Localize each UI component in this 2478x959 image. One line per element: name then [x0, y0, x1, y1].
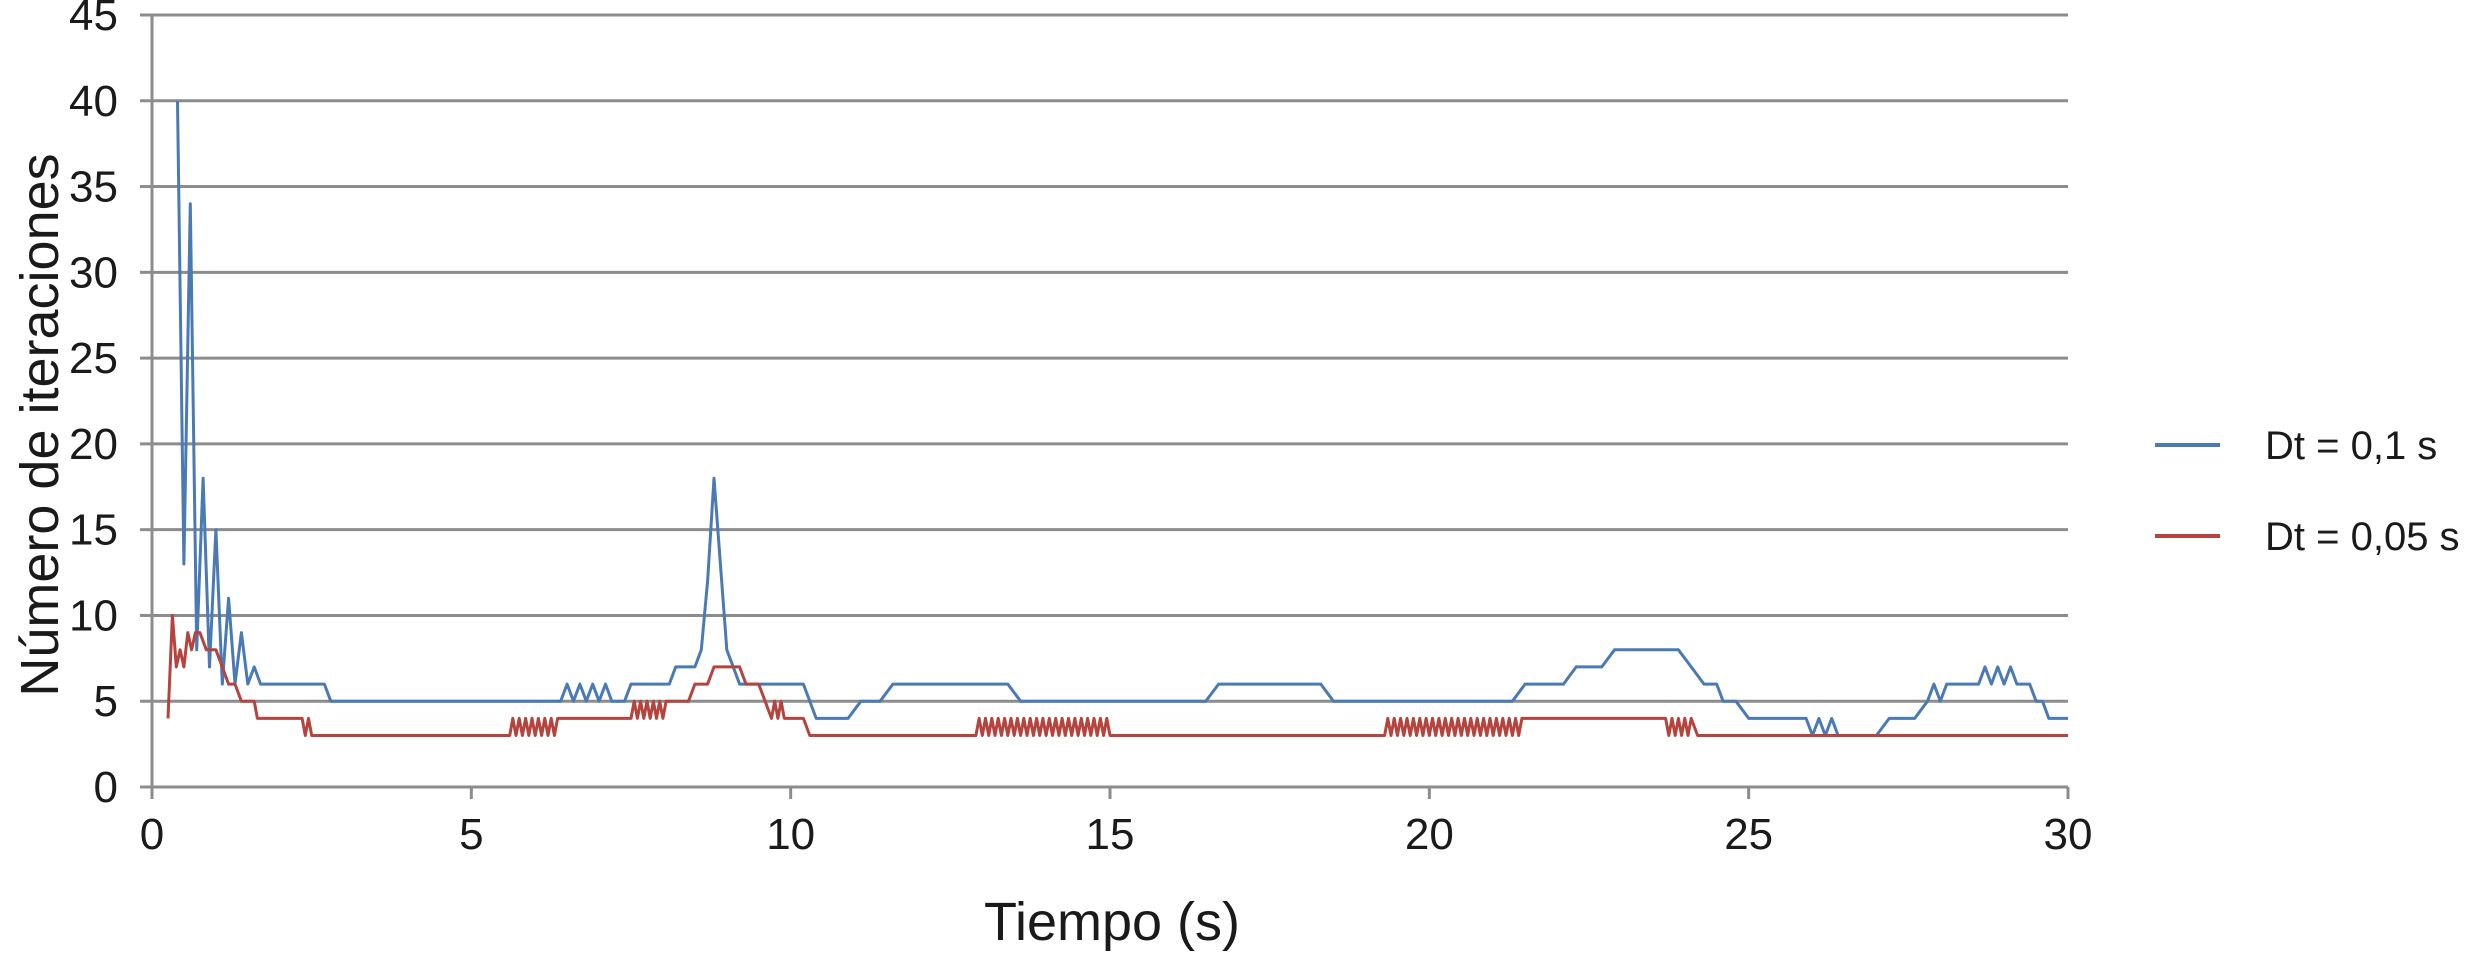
x-tick-label-10: 10: [766, 810, 815, 859]
y-tick-label-5: 5: [94, 677, 118, 726]
x-tick-label-15: 15: [1086, 810, 1135, 859]
y-axis-title: Número de iteraciones: [10, 153, 70, 696]
x-tick-label-5: 5: [459, 810, 483, 859]
x-tick-label-20: 20: [1405, 810, 1454, 859]
x-tick-label-0: 0: [140, 810, 164, 859]
y-tick-label-15: 15: [69, 506, 118, 555]
y-tick-label-10: 10: [69, 591, 118, 640]
series-line-2: [166, 613, 2068, 737]
tick-labels: 0 5 10 15 20 25 30 35 40 45 0 5 10 15 20 25 30: [69, 0, 2092, 859]
axes: [140, 13, 2070, 799]
y-tick-label-0: 0: [94, 763, 118, 812]
legend-label-2: Dt = 0,05 s: [2265, 515, 2460, 559]
gridlines: [152, 13, 2068, 703]
y-tick-label-30: 30: [69, 248, 118, 297]
y-tick-label-45: 45: [69, 0, 118, 40]
y-tick-label-40: 40: [69, 77, 118, 126]
y-tick-label-25: 25: [69, 334, 118, 383]
x-tick-label-30: 30: [2044, 810, 2093, 859]
legend-label-1: Dt = 0,1 s: [2265, 424, 2437, 468]
series-lines: [166, 100, 2068, 737]
x-axis-title: Tiempo (s): [984, 892, 1240, 952]
y-tick-label-20: 20: [69, 420, 118, 469]
legend: Dt = 0,1 s Dt = 0,05 s: [2155, 424, 2460, 559]
x-tick-label-25: 25: [1724, 810, 1773, 859]
y-tick-label-35: 35: [69, 163, 118, 212]
series-line-1: [176, 100, 2068, 737]
